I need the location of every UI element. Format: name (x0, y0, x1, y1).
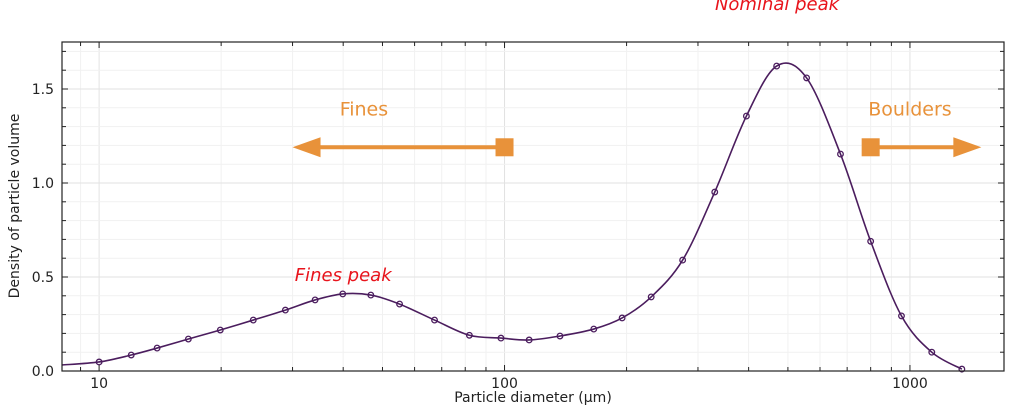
y-tick-label: 1.5 (32, 82, 54, 98)
data-point (711, 188, 719, 196)
data-point (898, 312, 905, 320)
data-point (153, 344, 161, 352)
data-point (339, 290, 347, 298)
data-point (127, 351, 135, 359)
data-point (618, 314, 626, 322)
data-point (773, 62, 781, 70)
data-point (647, 293, 655, 301)
data-point (216, 326, 224, 334)
peak-annotation: Fines peak (295, 265, 393, 286)
x-tick-label: 100 (491, 376, 518, 392)
y-axis-label: Density of particle volume (7, 114, 23, 299)
data-point (867, 237, 875, 245)
data-point (396, 300, 404, 308)
data-point (184, 335, 192, 343)
data-point (311, 296, 319, 304)
data-point (556, 332, 564, 340)
data-point (465, 331, 473, 339)
data-point (367, 291, 375, 299)
data-point (679, 256, 687, 264)
series-line (61, 62, 963, 370)
plot-frame (61, 41, 1005, 372)
region-label: Boulders (868, 98, 951, 120)
peak-annotation: Nominal peak (715, 0, 841, 15)
grid (62, 42, 1004, 372)
x-axis-label: Particle diameter (μm) (454, 390, 612, 406)
data-point (742, 112, 750, 120)
x-tick-label: 10 (90, 376, 108, 392)
data-point (958, 365, 966, 373)
data-point (837, 150, 844, 158)
series-markers (95, 62, 966, 373)
y-tick-label: 1.0 (32, 176, 54, 192)
x-tick-label: 1000 (892, 376, 928, 392)
data-point (431, 316, 438, 324)
ticks (62, 42, 1004, 372)
data-point (525, 336, 533, 344)
arrow-right-icon (953, 137, 982, 158)
data-point (281, 306, 289, 314)
data-point (590, 325, 598, 333)
data-point (928, 348, 936, 356)
arrow-left-icon (292, 137, 321, 158)
data-point (249, 316, 257, 324)
data-point (497, 334, 505, 342)
region-label: Fines (340, 98, 388, 120)
y-tick-label: 0.5 (32, 270, 54, 286)
data-point (95, 358, 103, 366)
y-tick-label: 0.0 (32, 364, 54, 380)
series-curve (61, 62, 963, 370)
data-point (803, 74, 811, 82)
